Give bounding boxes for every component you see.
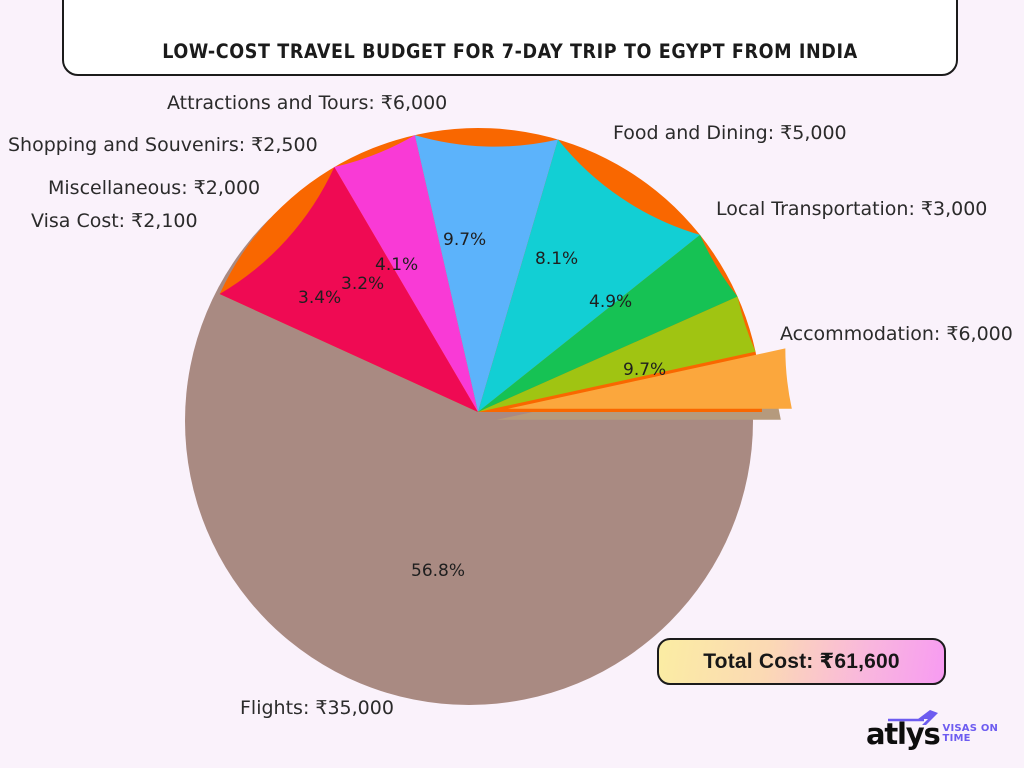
percent-label-miscellaneous: 3.2% (341, 274, 385, 294)
percent-label-flights: 56.8% (411, 561, 466, 581)
logo-tagline-line1: VISAS ON (942, 722, 999, 734)
category-label-local-transportation: Local Transportation: ₹3,000 (716, 198, 988, 220)
pie-slice-group (219, 128, 792, 412)
chart-title-box: Low-Cost Travel Budget for 7-Day Trip to… (62, 0, 958, 76)
percent-label-visa-cost: 3.4% (298, 288, 342, 308)
category-label-shopping-and-souvenirs: Shopping and Souvenirs: ₹2,500 (8, 134, 318, 156)
category-label-flights: Flights: ₹35,000 (240, 697, 394, 719)
pie-slice-shopping-and-souvenirs[interactable] (478, 234, 738, 412)
page-title: Low-Cost Travel Budget for 7-Day Trip to… (162, 40, 858, 64)
total-cost-badge: Total Cost: ₹61,600 (657, 638, 946, 685)
category-label-accommodation: Accommodation: ₹6,000 (780, 323, 1013, 345)
category-label-miscellaneous: Miscellaneous: ₹2,000 (48, 177, 261, 199)
logo-tagline-line2: TIME (942, 733, 971, 745)
pie-slice-accommodation[interactable] (219, 167, 478, 412)
percent-label-attractions-and-tours: 9.7% (443, 230, 487, 250)
category-label-food-and-dining: Food and Dining: ₹5,000 (613, 122, 847, 144)
logo-wordmark: atlys (866, 710, 941, 748)
pie-slice-local-transportation[interactable] (334, 135, 478, 412)
logo-tagline: VISAS ON TIME (942, 722, 999, 747)
percent-label-accommodation: 9.7% (623, 360, 667, 380)
category-label-visa-cost: Visa Cost: ₹2,100 (31, 210, 198, 232)
pie-slice-visa-cost[interactable] (507, 348, 792, 409)
pie-slice-miscellaneous[interactable] (478, 296, 756, 412)
airplane-icon (888, 710, 938, 725)
pie-slice-attractions-and-tours[interactable] (478, 139, 701, 412)
percent-label-food-and-dining: 8.1% (535, 249, 579, 269)
pie-slice-food-and-dining[interactable] (414, 135, 559, 412)
total-cost-label: Total Cost: ₹61,600 (703, 650, 900, 673)
atlys-logo: atlys VISAS ON TIME (866, 710, 999, 748)
percent-label-local-transportation: 4.9% (589, 292, 633, 312)
percent-label-shopping-and-souvenirs: 4.1% (375, 255, 419, 275)
category-label-attractions-and-tours: Attractions and Tours: ₹6,000 (167, 92, 448, 114)
